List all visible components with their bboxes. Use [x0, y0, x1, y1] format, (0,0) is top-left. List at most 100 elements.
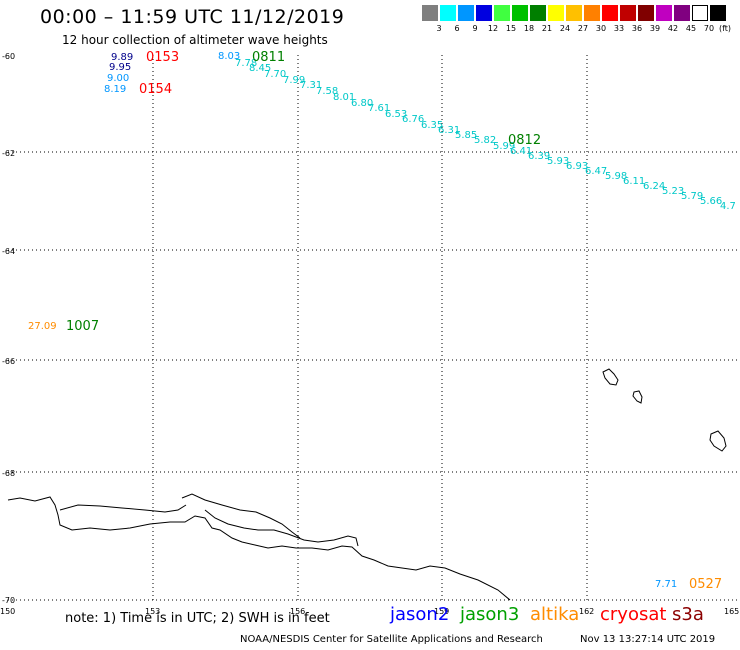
- swh-observation: 8.01: [333, 92, 355, 103]
- swh-observation: 9.95: [109, 62, 131, 73]
- lon-label: 159: [434, 607, 449, 616]
- lat-label: -70: [2, 596, 15, 605]
- legend-label: 36: [631, 24, 643, 33]
- swh-observation: 4.7: [720, 201, 736, 212]
- legend-label: 42: [667, 24, 679, 33]
- legend-label: 39: [649, 24, 661, 33]
- swh-observation: 6.80: [351, 98, 373, 109]
- legend-label: (ft): [718, 24, 732, 33]
- legend-swatch-4: [494, 5, 510, 21]
- coast-bay: [204, 509, 359, 547]
- legend-label: 70: [703, 24, 715, 33]
- swh-observation: 5.79: [681, 191, 703, 202]
- swh-observation: 6.47: [585, 166, 607, 177]
- satellite-label-jason3: jason3: [460, 604, 520, 625]
- lat-label: -62: [2, 149, 15, 158]
- swh-observation: 5.82: [474, 135, 496, 146]
- legend-swatch-3: [476, 5, 492, 21]
- legend-label: 27: [577, 24, 589, 33]
- pass-time-label: 0153: [146, 50, 179, 65]
- legend-label: 15: [505, 24, 517, 33]
- swh-observation: 8.45: [249, 63, 271, 74]
- legend-swatch-10: [602, 5, 618, 21]
- island: [709, 430, 727, 452]
- satellite-label-s3a: s3a: [672, 604, 704, 625]
- legend-label: 33: [613, 24, 625, 33]
- legend-label: 18: [523, 24, 535, 33]
- swh-observation: 6.41: [510, 146, 532, 157]
- credit-line: NOAA/NESDIS Center for Satellite Applica…: [240, 634, 543, 645]
- lat-label: -66: [2, 357, 15, 366]
- legend-swatch-8: [566, 5, 582, 21]
- lat-label: -68: [2, 469, 15, 478]
- satellite-label-cryosat: cryosat: [600, 604, 667, 625]
- footer-note: note: 1) Time is in UTC; 2) SWH is in fe…: [65, 611, 330, 626]
- satellite-label-jason2: jason2: [390, 604, 450, 625]
- swh-observation: 6.39: [528, 151, 550, 162]
- swh-observation: 6.11: [623, 176, 645, 187]
- legend-swatch-7: [548, 5, 564, 21]
- legend-swatch-9: [584, 5, 600, 21]
- legend-label: 9: [472, 24, 478, 33]
- swh-observation: 8.03: [218, 51, 240, 62]
- legend-label: 30: [595, 24, 607, 33]
- legend-swatch-5: [512, 5, 528, 21]
- satellite-label-altika: altika: [530, 604, 580, 625]
- swh-observation: 6.24: [643, 181, 665, 192]
- swh-observation: 8.19: [104, 84, 126, 95]
- swh-observation: 6.31: [438, 125, 460, 136]
- swh-observation: 7.70: [264, 69, 286, 80]
- legend-swatch-6: [530, 5, 546, 21]
- lat-lon-grid: [8, 55, 740, 601]
- pass-time-label: 1007: [66, 319, 99, 334]
- island: [632, 390, 643, 404]
- legend-swatch-12: [638, 5, 654, 21]
- map-subtitle: 12 hour collection of altimeter wave hei…: [62, 33, 328, 47]
- generated-timestamp: Nov 13 13:27:14 UTC 2019: [580, 634, 716, 645]
- pass-time-label: 0527: [689, 577, 722, 592]
- swh-observation: 7.61: [368, 103, 390, 114]
- pass-time-label: 0812: [508, 133, 541, 148]
- map-title: 00:00 – 11:59 UTC 11/12/2019: [40, 6, 345, 28]
- swh-observation: 7.78: [235, 58, 257, 69]
- legend-swatch-14: [674, 5, 690, 21]
- legend-label: 21: [541, 24, 553, 33]
- lon-label: 162: [579, 607, 594, 616]
- lon-label: 150: [0, 607, 15, 616]
- swh-observation: 5.85: [455, 130, 477, 141]
- island: [602, 368, 619, 386]
- lat-label: -64: [2, 247, 15, 256]
- swh-observation: 6.53: [385, 109, 407, 120]
- lat-label: -60: [2, 52, 15, 61]
- swh-observation: 5.98: [605, 171, 627, 182]
- legend-swatch-1: [440, 5, 456, 21]
- swh-observation: 5.23: [662, 186, 684, 197]
- coast-inlet: [181, 493, 301, 539]
- swh-observation: 5.66: [700, 196, 722, 207]
- lon-label: 156: [290, 607, 305, 616]
- legend-label: 3: [436, 24, 442, 33]
- legend-label: 24: [559, 24, 571, 33]
- islands: [602, 368, 727, 452]
- swh-observation: 6.35: [421, 120, 443, 131]
- swh-observation: 7.58: [316, 86, 338, 97]
- pass-time-label: 0811: [252, 50, 285, 65]
- swh-observation: 9.00: [107, 73, 129, 84]
- legend-swatch-16: [710, 5, 726, 21]
- pass-time-label: 0154: [139, 82, 172, 97]
- legend-swatch-13: [656, 5, 672, 21]
- legend-swatch-2: [458, 5, 474, 21]
- antarctic-coast: [7, 496, 511, 601]
- legend-label: 45: [685, 24, 697, 33]
- legend-swatch-0: [422, 5, 438, 21]
- swh-observation: 27.09: [28, 321, 57, 332]
- swh-observation: 6.76: [402, 114, 424, 125]
- lon-label: 153: [145, 607, 160, 616]
- lon-label: 165: [724, 607, 739, 616]
- swh-observation: 5.93: [547, 156, 569, 167]
- coast-peninsula: [59, 504, 187, 513]
- legend-label: 6: [454, 24, 460, 33]
- legend-swatch-15: [692, 5, 708, 21]
- swh-observation: 5.99: [493, 141, 515, 152]
